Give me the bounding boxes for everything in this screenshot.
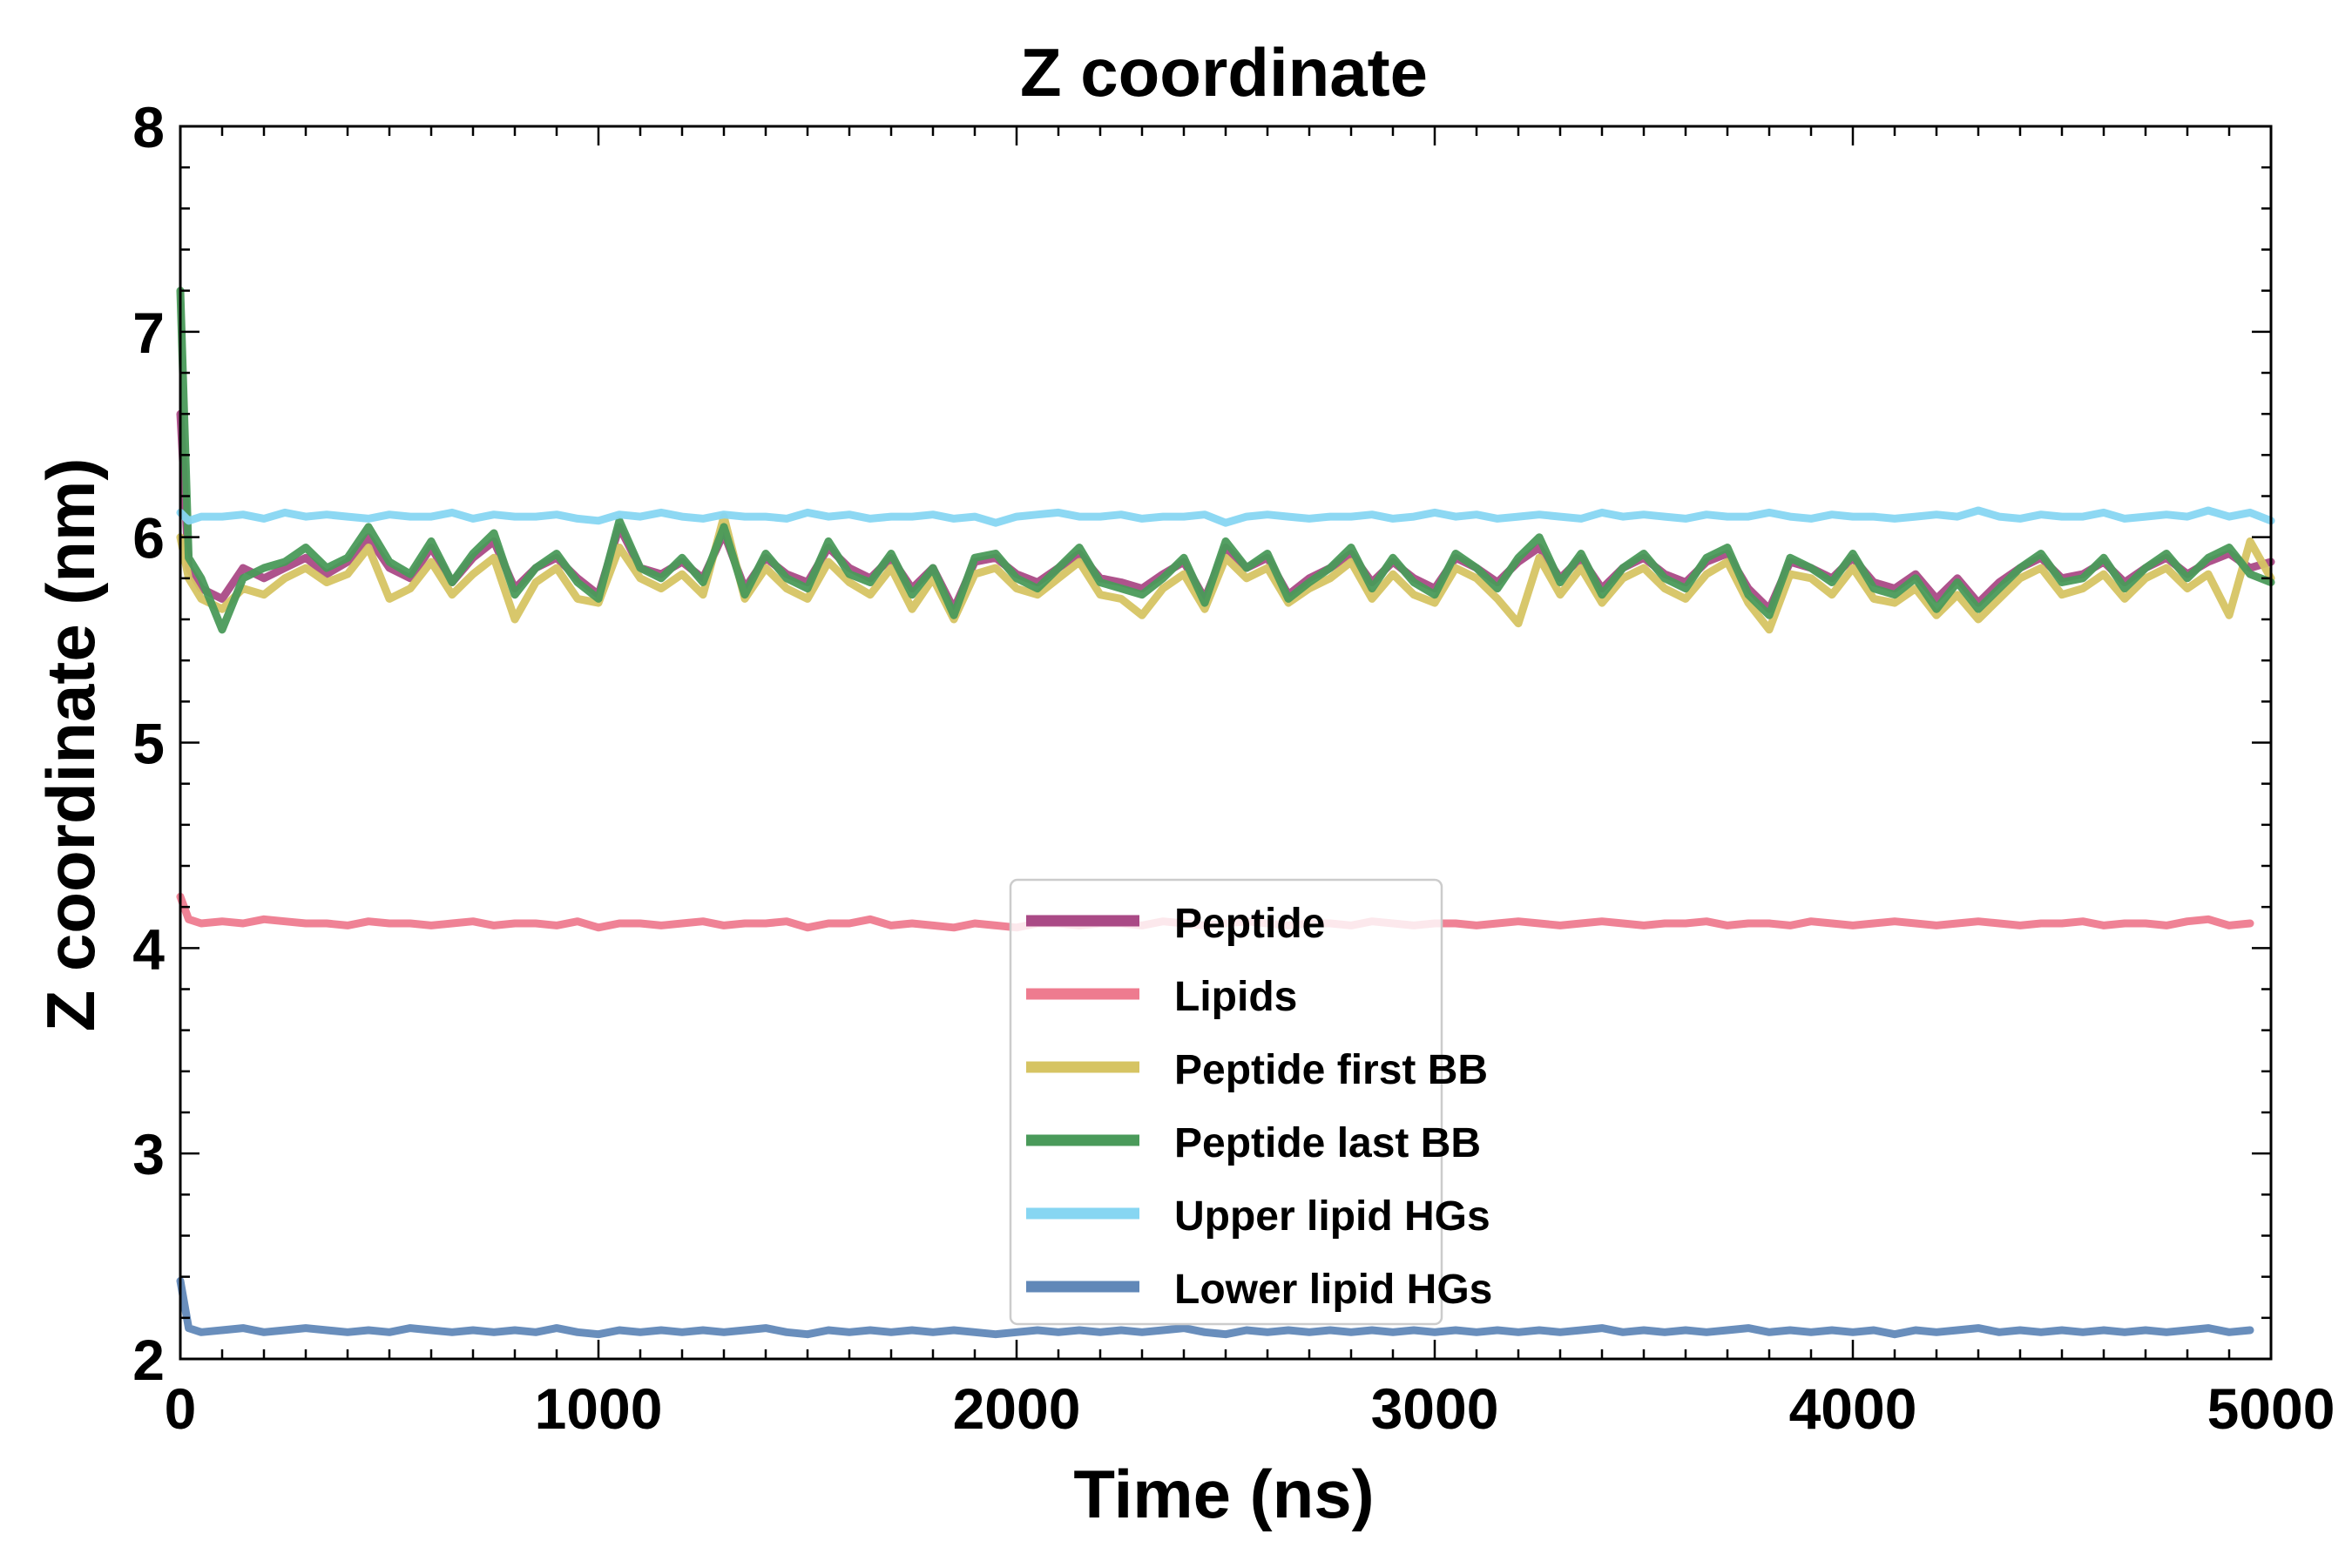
legend-label: Peptide last BB <box>1174 1120 1481 1166</box>
chart-title: Z coordinate <box>1020 34 1428 111</box>
y-axis-label: Z coordinate (nm) <box>32 458 109 1032</box>
y-tick-label: 6 <box>132 506 165 571</box>
legend-label: Upper lipid HGs <box>1174 1193 1490 1240</box>
x-tick-label: 3000 <box>1371 1376 1499 1441</box>
x-tick-label: 4000 <box>1789 1376 1917 1441</box>
x-tick-label: 5000 <box>2207 1376 2335 1441</box>
y-tick-label: 8 <box>132 95 165 159</box>
y-tick-label: 2 <box>132 1328 165 1392</box>
legend-label: Peptide <box>1174 901 1325 947</box>
x-tick-label: 2000 <box>953 1376 1081 1441</box>
y-tick-label: 7 <box>132 301 165 365</box>
y-tick-label: 4 <box>132 916 165 981</box>
series-line-lower-lipid-hgs <box>176 1276 2254 1339</box>
legend-label: Lipids <box>1174 974 1297 1020</box>
series-line-upper-lipid-hgs <box>176 506 2275 527</box>
series-line-peptide-last-bb <box>176 287 2275 634</box>
legend: Peptide Lipids Peptide first BB Peptide las… <box>1009 878 1492 1326</box>
y-tick-label: 5 <box>132 712 165 776</box>
x-tick-label: 1000 <box>535 1376 663 1441</box>
x-axis-label: Time (ns) <box>1073 1456 1374 1532</box>
y-tick-label: 3 <box>132 1122 165 1186</box>
axes: 0 1000 2000 3000 4000 5000 2 3 4 5 6 7 8 <box>132 95 2335 1441</box>
legend-label: Peptide first BB <box>1174 1047 1488 1093</box>
legend-label: Lower lipid HGs <box>1174 1267 1492 1313</box>
plot-lines <box>176 287 2275 1339</box>
x-tick-label: 0 <box>165 1376 197 1441</box>
